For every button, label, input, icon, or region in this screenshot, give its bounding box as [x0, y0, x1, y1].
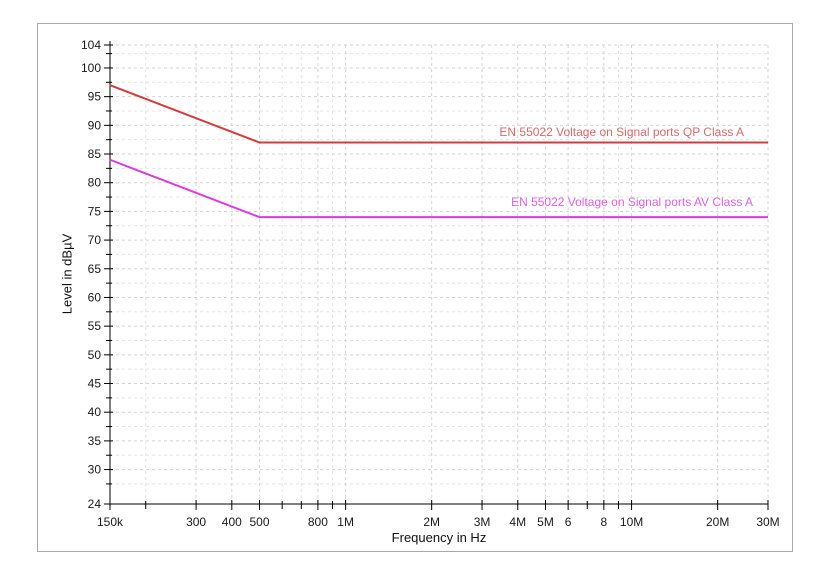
y-tick-label: 104 — [81, 38, 101, 52]
x-tick-label: 4M — [509, 515, 526, 529]
series-label-av: EN 55022 Voltage on Signal ports AV Clas… — [511, 195, 753, 209]
plot-panel — [37, 23, 793, 552]
y-tick-label: 40 — [88, 405, 102, 419]
x-tick-label: 150k — [97, 515, 124, 529]
y-tick-label: 60 — [88, 290, 102, 304]
x-tick-label: 3M — [474, 515, 491, 529]
x-tick-label: 1M — [337, 515, 354, 529]
y-tick-label: 70 — [88, 233, 102, 247]
y-tick-label: 80 — [88, 176, 102, 190]
x-axis-title: Frequency in Hz — [391, 530, 487, 545]
x-tick-label: 5M — [537, 515, 554, 529]
y-tick-label: 45 — [88, 377, 102, 391]
x-tick-label: 20M — [706, 515, 729, 529]
y-tick-label: 75 — [88, 204, 102, 218]
y-tick-label: 65 — [88, 262, 102, 276]
series-line-qp — [109, 84, 768, 144]
x-tick-label: 400 — [222, 515, 242, 529]
x-tick-label: 10M — [620, 515, 643, 529]
series-label-qp: EN 55022 Voltage on Signal ports QP Clas… — [499, 125, 744, 139]
y-tick-label: 85 — [88, 147, 102, 161]
y-tick-label: 100 — [81, 61, 101, 75]
y-tick-label: 24 — [88, 497, 102, 511]
y-axis-title: Level in dBµV — [59, 233, 75, 315]
y-tick-label: 35 — [88, 434, 102, 448]
y-tick-label: 50 — [88, 348, 102, 362]
y-tick-label: 55 — [88, 319, 102, 333]
x-tick-label: 500 — [250, 515, 270, 529]
y-tick-label: 95 — [88, 90, 102, 104]
x-tick-label: 300 — [186, 515, 206, 529]
x-tick-label: 800 — [308, 515, 328, 529]
x-tick-label: 30M — [756, 515, 779, 529]
y-tick-label: 30 — [88, 463, 102, 477]
series-line-av — [109, 158, 768, 219]
x-tick-label: 2M — [423, 515, 440, 529]
y-tick-label: 90 — [88, 118, 102, 132]
x-tick-label: 6 — [565, 515, 572, 529]
x-tick-label: 8 — [601, 515, 608, 529]
